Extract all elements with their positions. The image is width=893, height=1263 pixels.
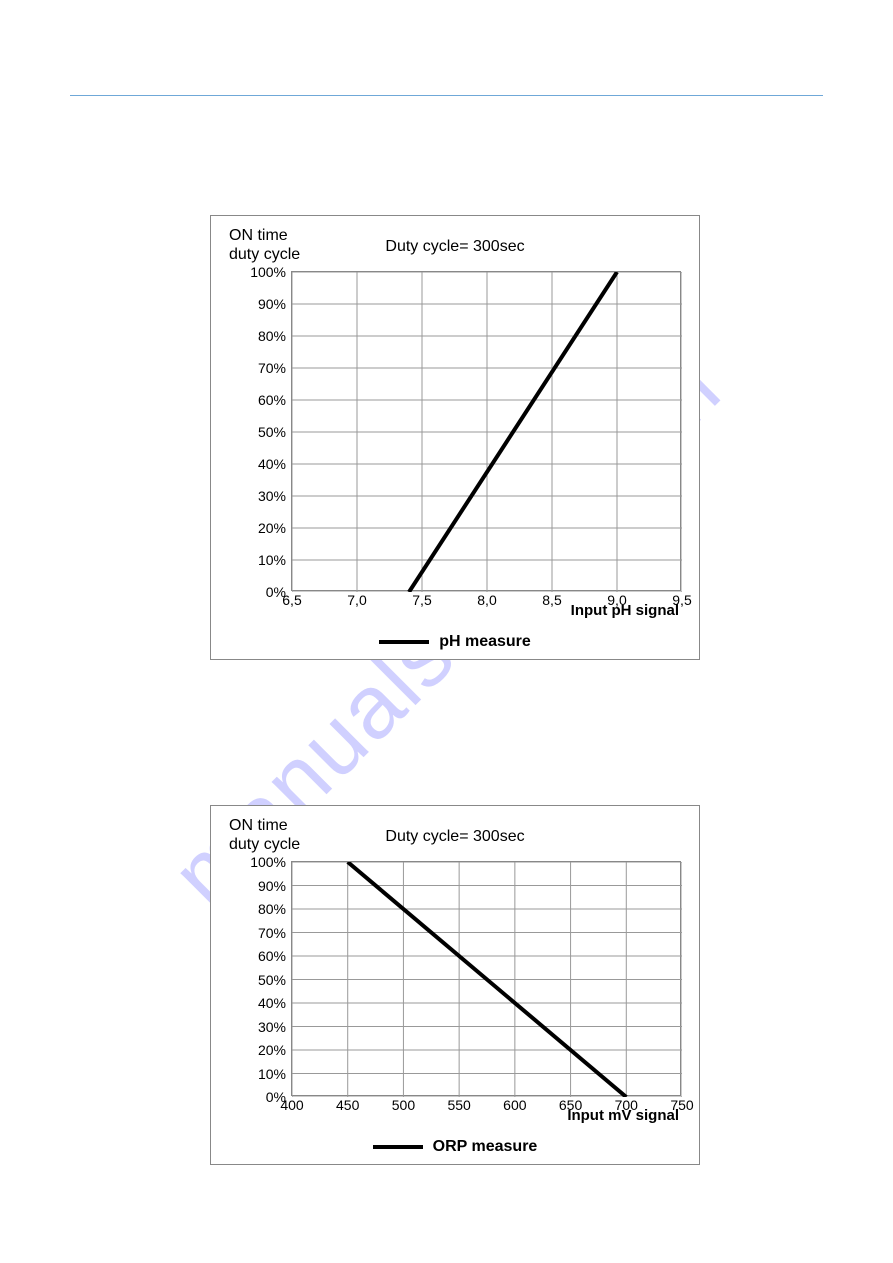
chart-ph-ytick: 70% [258,360,286,376]
chart-ph-xtick: 6,5 [282,592,301,608]
chart-orp-ytick: 70% [258,925,286,941]
chart-orp-xtick: 600 [503,1097,526,1113]
chart-orp-xtick: 500 [392,1097,415,1113]
chart-ph-xtick: 7,5 [412,592,431,608]
chart-orp-ytick: 40% [258,995,286,1011]
chart-ph-ytick: 10% [258,552,286,568]
chart-orp-svg [292,862,682,1097]
chart-orp-legend-line [373,1145,423,1149]
chart-ph-ytick: 40% [258,456,286,472]
chart-ph-ytick: 100% [250,264,286,280]
chart-orp-xtick: 400 [280,1097,303,1113]
chart-ph-ytick: 50% [258,424,286,440]
chart-ph-ytick: 90% [258,296,286,312]
chart-ph-ytick: 80% [258,328,286,344]
chart-ph-legend-label: pH measure [439,633,531,651]
page: manualshive.com ON time duty cycle Duty … [0,0,893,1263]
chart-ph-xtick: 8,0 [477,592,496,608]
chart-ph-ytick: 60% [258,392,286,408]
chart-orp-ytick: 10% [258,1066,286,1082]
chart-ph-xtick: 7,0 [347,592,366,608]
chart-ph-legend: pH measure [211,633,699,651]
chart-orp-ytick: 80% [258,901,286,917]
chart-orp-xtick: 450 [336,1097,359,1113]
chart-ph-ytick: 30% [258,488,286,504]
chart-orp-title: Duty cycle= 300sec [211,828,699,846]
chart-ph: ON time duty cycle Duty cycle= 300sec 0%… [210,215,700,660]
chart-orp-ytick: 20% [258,1042,286,1058]
chart-ph-title: Duty cycle= 300sec [211,238,699,256]
chart-orp: ON time duty cycle Duty cycle= 300sec 0%… [210,805,700,1165]
chart-orp-xtick: 550 [447,1097,470,1113]
chart-ph-xtick: 8,5 [542,592,561,608]
chart-orp-ytick: 30% [258,1019,286,1035]
chart-orp-ytick: 90% [258,878,286,894]
chart-ph-x-axis-label: Input pH signal [571,602,679,619]
chart-orp-ytick: 50% [258,972,286,988]
chart-orp-x-axis-label: Input mV signal [567,1107,679,1124]
header-rule [70,95,823,96]
chart-orp-ytick: 100% [250,854,286,870]
chart-ph-legend-line [379,640,429,644]
chart-orp-plot: 0%10%20%30%40%50%60%70%80%90%100%4004505… [291,861,681,1096]
chart-ph-svg [292,272,682,592]
chart-ph-ytick: 20% [258,520,286,536]
chart-ph-plot: 0%10%20%30%40%50%60%70%80%90%100%6,57,07… [291,271,681,591]
chart-orp-legend: ORP measure [211,1138,699,1156]
chart-orp-ytick: 60% [258,948,286,964]
chart-orp-legend-label: ORP measure [433,1138,538,1156]
